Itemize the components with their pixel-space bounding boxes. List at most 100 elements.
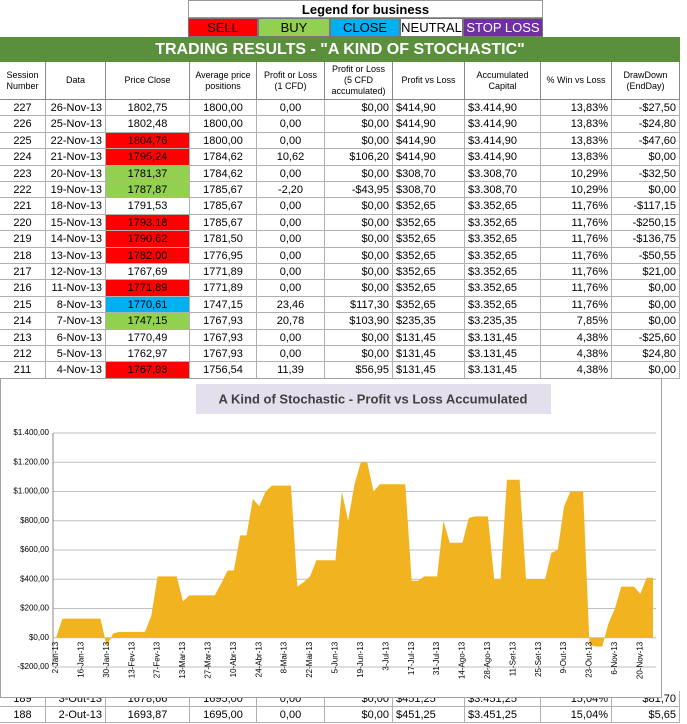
table-cell: 5-Nov-13 <box>46 346 106 363</box>
table-cell: -$117,15 <box>612 198 680 215</box>
table-cell: 218 <box>0 247 46 264</box>
table-cell: 11,76% <box>541 280 612 297</box>
table-cell: $3.308,70 <box>465 182 541 199</box>
table-cell: 11,76% <box>541 231 612 248</box>
table-cell: 0,00 <box>257 214 325 232</box>
legend-item: NEUTRAL <box>400 18 463 37</box>
table-cell: 1771,89 <box>106 280 190 297</box>
chart-title-box <box>196 384 551 414</box>
column-header: Profit vs Loss <box>393 62 465 100</box>
table-cell: 217 <box>0 264 46 281</box>
table-cell: 7,85% <box>541 313 612 330</box>
table-cell: $24,80 <box>612 346 680 363</box>
x-tick-label: 23-Out-13 <box>585 641 594 678</box>
area <box>56 462 653 647</box>
table-cell: 1770,61 <box>106 296 190 314</box>
table-cell: -$47,60 <box>612 132 680 150</box>
x-tick-label: 9-Out-13 <box>559 641 568 673</box>
table-cell: 1767,93 <box>106 362 190 379</box>
table-cell: $352,65 <box>393 231 465 248</box>
x-tick-label: 25-Set-13 <box>534 641 543 677</box>
table-cell: 0,00 <box>257 231 325 248</box>
table-cell: $3.352,65 <box>465 247 541 264</box>
table-cell: -$43,95 <box>325 182 393 199</box>
x-tick-label: 30-Jan-13 <box>102 641 111 678</box>
table-cell: $0,00 <box>325 247 393 264</box>
table-cell: $308,70 <box>393 182 465 199</box>
table-cell: 13-Nov-13 <box>46 247 106 264</box>
table-cell: 20-Nov-13 <box>46 165 106 182</box>
table-cell: $3.352,65 <box>465 198 541 215</box>
table-cell: 11,76% <box>541 198 612 215</box>
table-cell: 215 <box>0 296 46 314</box>
table-cell: $0,00 <box>325 214 393 232</box>
x-tick-label: 27-Fev-13 <box>153 641 162 678</box>
table-cell: 1784,62 <box>190 149 257 166</box>
table-cell: 214 <box>0 313 46 330</box>
x-tick-label: 3-Jul-13 <box>381 641 390 670</box>
table-cell: $0,00 <box>325 346 393 363</box>
table-cell: 1695,00 <box>190 707 257 723</box>
table-cell: 0,00 <box>257 280 325 297</box>
table-cell: 0,00 <box>257 707 325 723</box>
table-cell: 8-Nov-13 <box>46 296 106 314</box>
table-cell: $352,65 <box>393 296 465 314</box>
legend-item: STOP LOSS <box>463 18 543 37</box>
table-cell: 13,83% <box>541 116 612 133</box>
table-cell: 0,00 <box>257 116 325 133</box>
table-cell: 220 <box>0 214 46 232</box>
table-cell: 1776,95 <box>190 247 257 264</box>
table-cell: $0,00 <box>325 329 393 346</box>
x-tick-label: 19-Jun-13 <box>356 641 365 678</box>
table-cell: $0,00 <box>612 149 680 166</box>
table-cell: -$25,60 <box>612 329 680 346</box>
column-header: Average price positions <box>190 62 257 100</box>
table-cell: 1800,00 <box>190 100 257 117</box>
table-cell: $414,90 <box>393 116 465 133</box>
table-cell: 222 <box>0 182 46 199</box>
table-cell: 10,62 <box>257 149 325 166</box>
table-cell: $117,30 <box>325 296 393 314</box>
table-cell: 1693,87 <box>106 707 190 723</box>
table-cell: -$136,75 <box>612 231 680 248</box>
table-cell: $0,00 <box>612 362 680 379</box>
table-cell: 1800,00 <box>190 132 257 150</box>
table-cell: 0,00 <box>257 132 325 150</box>
chart: A Kind of Stochastic - Profit vs Loss Ac… <box>0 378 662 698</box>
table-cell: 6-Nov-13 <box>46 329 106 346</box>
table-cell: $131,45 <box>393 346 465 363</box>
table-cell: 13,83% <box>541 100 612 117</box>
table-cell: $3.414,90 <box>465 100 541 117</box>
x-tick-label: 27-Mar-13 <box>204 641 213 678</box>
table-cell: $235,35 <box>393 313 465 330</box>
table-cell: 1791,53 <box>106 198 190 215</box>
table-cell: $414,90 <box>393 132 465 150</box>
column-header: Accumulated Capital <box>465 62 541 100</box>
table-cell: 212 <box>0 346 46 363</box>
table-cell: 1795,24 <box>106 149 190 166</box>
table-cell: $0,00 <box>325 707 393 723</box>
column-header: Session Number <box>0 62 46 100</box>
table-cell: $3.352,65 <box>465 264 541 281</box>
table-cell: $131,45 <box>393 362 465 379</box>
table-cell: $352,65 <box>393 280 465 297</box>
table-cell: $352,65 <box>393 198 465 215</box>
legend-item: BUY <box>258 18 330 37</box>
table-cell: 11,76% <box>541 214 612 232</box>
table-cell: $0,00 <box>325 198 393 215</box>
table-cell: 188 <box>0 707 46 723</box>
table-cell: 1785,67 <box>190 182 257 199</box>
table-cell: -$27,50 <box>612 100 680 117</box>
table-cell: $5,65 <box>612 707 680 723</box>
legend-item: SELL <box>188 18 258 37</box>
table-cell: 19-Nov-13 <box>46 182 106 199</box>
table-cell: $0,00 <box>325 264 393 281</box>
table-cell: $0,00 <box>612 280 680 297</box>
table-cell: 2-Out-13 <box>46 707 106 723</box>
table-cell: 23,46 <box>257 296 325 314</box>
y-tick-label: $0,00 <box>29 633 50 642</box>
table-cell: $3.352,65 <box>465 231 541 248</box>
table-cell: $414,90 <box>393 149 465 166</box>
table-cell: 225 <box>0 132 46 150</box>
